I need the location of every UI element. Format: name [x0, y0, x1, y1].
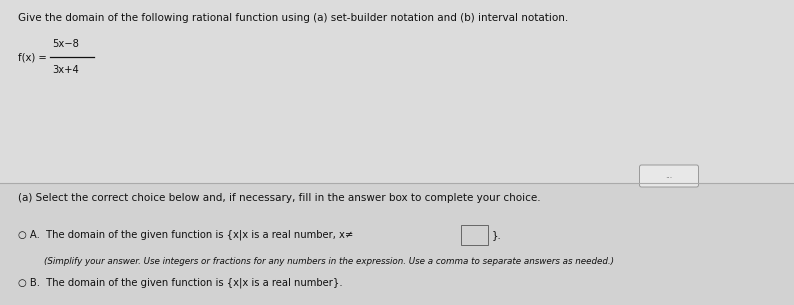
Text: 5x−8: 5x−8 — [52, 39, 79, 49]
Text: ○ A.  The domain of the given function is {x|x is a real number, x≠: ○ A. The domain of the given function is… — [18, 230, 353, 240]
Text: (a) Select the correct choice below and, if necessary, fill in the answer box to: (a) Select the correct choice below and,… — [18, 193, 541, 203]
Text: Give the domain of the following rational function using (a) set-builder notatio: Give the domain of the following rationa… — [18, 13, 569, 23]
Text: f(x) =: f(x) = — [18, 53, 47, 63]
FancyBboxPatch shape — [0, 0, 794, 183]
Text: }.: }. — [492, 230, 502, 240]
Text: ○ B.  The domain of the given function is {x|x is a real number}.: ○ B. The domain of the given function is… — [18, 278, 343, 288]
Text: (Simplify your answer. Use integers or fractions for any numbers in the expressi: (Simplify your answer. Use integers or f… — [44, 257, 614, 266]
FancyBboxPatch shape — [461, 225, 488, 245]
Text: 3x+4: 3x+4 — [52, 65, 79, 75]
Text: ...: ... — [665, 171, 673, 181]
FancyBboxPatch shape — [639, 165, 699, 187]
FancyBboxPatch shape — [0, 183, 794, 305]
